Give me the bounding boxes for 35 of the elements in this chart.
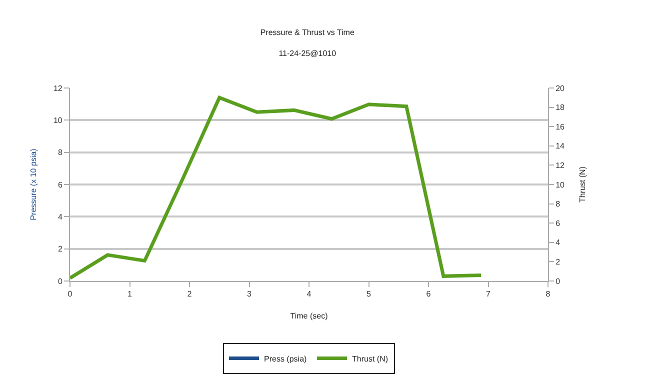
y2-tick-label: 20 xyxy=(556,84,566,93)
x-tick-label: 8 xyxy=(546,290,551,299)
chart-title: Pressure & Thrust vs Time xyxy=(260,28,355,38)
y2-tick-label: 18 xyxy=(556,103,566,112)
y-axis-title: Pressure (x 10 psia) xyxy=(29,148,38,220)
y2-tick-label: 14 xyxy=(556,142,566,151)
x-tick-label: 5 xyxy=(366,290,372,299)
x-tick-label: 2 xyxy=(187,290,192,299)
y-tick-label: 8 xyxy=(58,148,63,158)
y2-tick-label: 8 xyxy=(556,200,561,209)
x-tick-label: 1 xyxy=(128,290,133,299)
y2-tick-label: 2 xyxy=(556,258,561,266)
chart-subtitle: 11-24-25@1010 xyxy=(278,48,337,58)
x-tick-label: 6 xyxy=(426,290,432,299)
x-tick-label: 4 xyxy=(306,290,312,299)
y-tick-label: 4 xyxy=(58,212,63,222)
line-series xyxy=(70,96,483,280)
y2-tick-label: 6 xyxy=(556,218,561,228)
y2-tick-label: 10 xyxy=(556,180,566,190)
legend-label: Thrust (N) xyxy=(352,354,388,364)
x-tick-label: 3 xyxy=(247,290,252,299)
y2-axis-title: Thrust (N) xyxy=(578,166,588,202)
y-tick-label: 10 xyxy=(53,116,63,125)
x-tick-label: 0 xyxy=(68,290,73,299)
y2-tick-label: 4 xyxy=(556,238,561,248)
y-tick-label: 12 xyxy=(53,84,63,93)
y-tick-label: 6 xyxy=(58,180,63,190)
x-axis-title: Time (sec) xyxy=(290,312,328,321)
y-tick-label: 2 xyxy=(58,244,63,254)
y2-tick-label: 0 xyxy=(556,276,561,286)
y2-tick-label: 12 xyxy=(556,161,566,170)
y2-tick-label: 16 xyxy=(556,122,566,132)
y-tick-label: 0 xyxy=(58,276,63,286)
x-tick-label: 7 xyxy=(486,290,492,299)
legend-label: Press (psia) xyxy=(264,354,308,364)
